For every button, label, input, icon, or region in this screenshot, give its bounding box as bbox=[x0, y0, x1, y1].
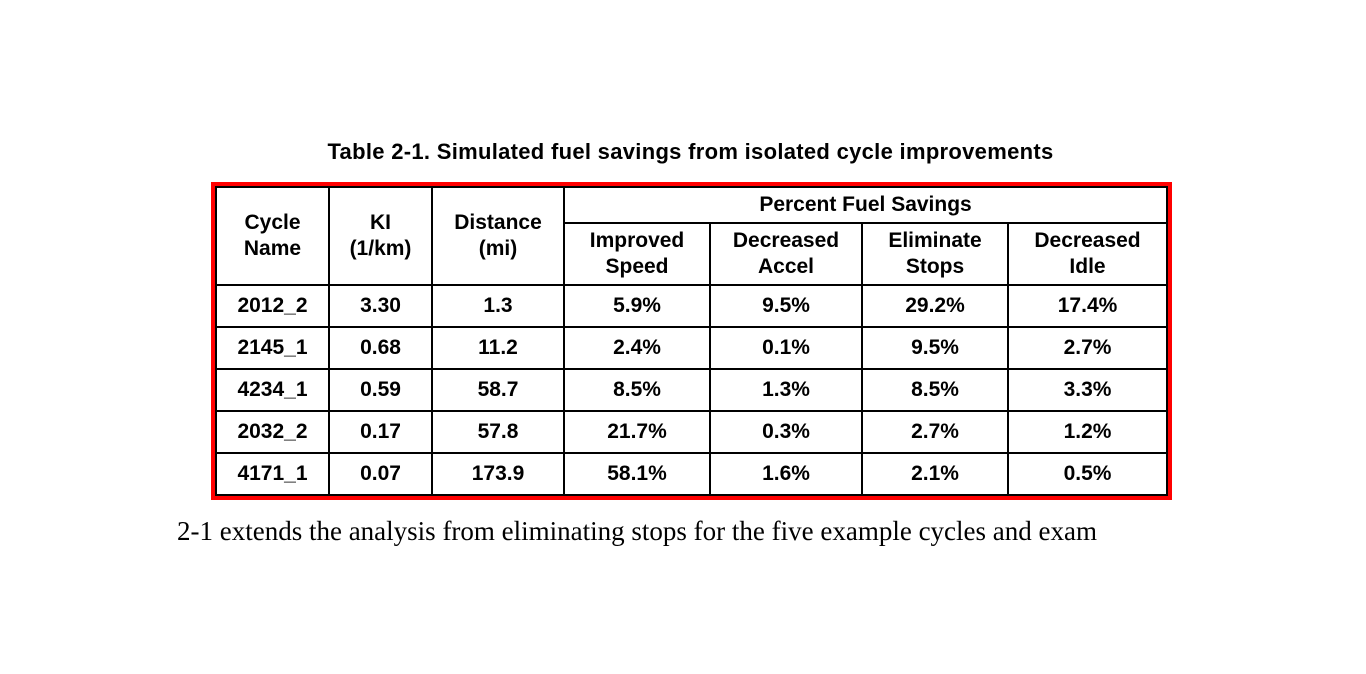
cell-distance: 57.8 bbox=[431, 410, 565, 454]
cell-distance: 11.2 bbox=[431, 326, 565, 370]
table-row: 2032_2 0.17 57.8 21.7% 0.3% 2.7% 1.2% bbox=[215, 410, 1169, 454]
cell-eliminate-stops: 2.1% bbox=[861, 452, 1009, 496]
cell-distance: 1.3 bbox=[431, 284, 565, 328]
col-header-cycle-name: Cycle Name bbox=[215, 186, 330, 286]
col-header-decreased-accel: Decreased Accel bbox=[709, 222, 863, 286]
cell-ki: 0.59 bbox=[328, 368, 433, 412]
cell-improved-speed: 21.7% bbox=[563, 410, 711, 454]
cell-distance: 173.9 bbox=[431, 452, 565, 496]
cell-ki: 0.68 bbox=[328, 326, 433, 370]
highlighted-table-region: Cycle Name KI (1/km) Distance (mi) Perce… bbox=[211, 182, 1173, 500]
col-header-ki: KI (1/km) bbox=[328, 186, 433, 286]
cell-ki: 0.17 bbox=[328, 410, 433, 454]
cell-improved-speed: 2.4% bbox=[563, 326, 711, 370]
cell-cycle-name: 2032_2 bbox=[215, 410, 330, 454]
cell-distance: 58.7 bbox=[431, 368, 565, 412]
cell-cycle-name: 2145_1 bbox=[215, 326, 330, 370]
body-paragraph: 2-1 extends the analysis from eliminatin… bbox=[177, 516, 1097, 546]
cell-eliminate-stops: 9.5% bbox=[861, 326, 1009, 370]
table-row: 4171_1 0.07 173.9 58.1% 1.6% 2.1% 0.5% bbox=[215, 452, 1169, 496]
cell-decreased-idle: 17.4% bbox=[1006, 284, 1169, 328]
cell-decreased-idle: 1.2% bbox=[1006, 410, 1169, 454]
cell-decreased-accel: 9.5% bbox=[709, 284, 863, 328]
table-row: 4234_1 0.59 58.7 8.5% 1.3% 8.5% 3.3% bbox=[215, 368, 1169, 412]
cell-improved-speed: 5.9% bbox=[563, 284, 711, 328]
col-header-improved-speed: Improved Speed bbox=[563, 222, 711, 286]
cell-decreased-accel: 1.6% bbox=[709, 452, 863, 496]
cell-decreased-accel: 0.1% bbox=[709, 326, 863, 370]
cell-ki: 3.30 bbox=[328, 284, 433, 328]
cell-eliminate-stops: 8.5% bbox=[861, 368, 1009, 412]
cell-ki: 0.07 bbox=[328, 452, 433, 496]
cell-decreased-accel: 0.3% bbox=[709, 410, 863, 454]
cell-eliminate-stops: 2.7% bbox=[861, 410, 1009, 454]
cell-cycle-name: 4234_1 bbox=[215, 368, 330, 412]
fuel-savings-table: Cycle Name KI (1/km) Distance (mi) Perce… bbox=[215, 186, 1169, 496]
cell-cycle-name: 4171_1 bbox=[215, 452, 330, 496]
cell-decreased-idle: 2.7% bbox=[1006, 326, 1169, 370]
cell-cycle-name: 2012_2 bbox=[215, 284, 330, 328]
col-header-eliminate-stops: Eliminate Stops bbox=[861, 222, 1009, 286]
col-group-header-percent-fuel-savings: Percent Fuel Savings bbox=[562, 186, 1169, 224]
table-row: 2145_1 0.68 11.2 2.4% 0.1% 9.5% 2.7% bbox=[215, 326, 1169, 370]
col-header-distance: Distance (mi) bbox=[431, 186, 565, 286]
cell-improved-speed: 8.5% bbox=[563, 368, 711, 412]
cell-decreased-accel: 1.3% bbox=[709, 368, 863, 412]
cell-decreased-idle: 3.3% bbox=[1006, 368, 1169, 412]
cell-improved-speed: 58.1% bbox=[563, 452, 711, 496]
cell-eliminate-stops: 29.2% bbox=[861, 284, 1009, 328]
table-caption: Table 2-1. Simulated fuel savings from i… bbox=[327, 139, 1054, 164]
col-header-decreased-idle: Decreased Idle bbox=[1006, 222, 1169, 286]
cell-decreased-idle: 0.5% bbox=[1006, 452, 1169, 496]
table-row: 2012_2 3.30 1.3 5.9% 9.5% 29.2% 17.4% bbox=[215, 284, 1169, 328]
